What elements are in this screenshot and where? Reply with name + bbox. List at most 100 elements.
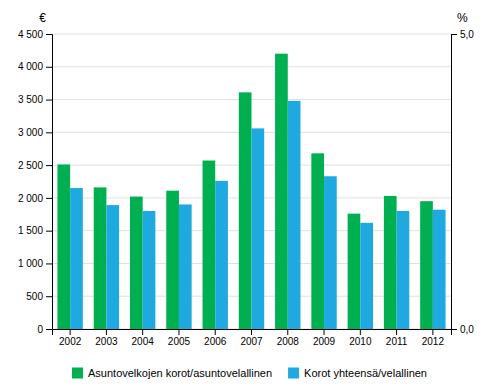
x-tick-mark — [324, 329, 325, 335]
bar — [106, 205, 119, 329]
x-tick-label: 2005 — [168, 336, 191, 347]
legend: Asuntovelkojen korot/asuntovelallinen Kor… — [72, 367, 427, 379]
y2-tick-mark — [451, 329, 457, 330]
x-tick-mark — [215, 329, 216, 335]
legend-swatch — [72, 368, 83, 379]
x-tick-mark — [142, 329, 143, 335]
x-tick: 2007 — [240, 329, 263, 347]
bar — [179, 204, 192, 329]
x-tick: 2011 — [386, 329, 408, 347]
y-tick-mark — [46, 132, 52, 133]
x-tick-label: 2008 — [277, 336, 300, 347]
y-tick: 4 500 — [18, 29, 52, 40]
x-tick-label: 2010 — [349, 336, 372, 347]
x-tick-label: 2006 — [204, 336, 227, 347]
bar — [143, 211, 156, 329]
bar — [397, 211, 410, 329]
x-axis: 2002 2003 2004 2005 2006 2007 2008 2009 2010 2011… — [53, 329, 452, 347]
legend-label: Asuntovelkojen korot/asuntovelallinen — [88, 367, 272, 379]
bar-series — [70, 101, 445, 329]
grid-line — [52, 66, 451, 67]
bar — [288, 101, 301, 329]
axis-line — [452, 35, 458, 330]
bar — [166, 191, 179, 329]
x-tick-label: 2002 — [59, 336, 82, 347]
bar — [203, 161, 216, 329]
bars — [57, 54, 445, 329]
grid — [52, 34, 451, 329]
x-tick-mark — [106, 329, 107, 335]
bar — [384, 196, 397, 329]
x-tick-label: 2009 — [313, 336, 336, 347]
legend-item: Asuntovelkojen korot/asuntovelallinen — [72, 367, 272, 379]
chart: 2002 2003 2004 2005 2006 2007 2008 2009 2010 2011… — [0, 0, 499, 391]
y2-tick: 0,0 — [451, 324, 474, 335]
x-tick-label: 2007 — [240, 336, 263, 347]
y-tick: 1 000 — [18, 258, 52, 269]
plot: 2002 2003 2004 2005 2006 2007 2008 2009 2010 2011… — [18, 29, 474, 347]
bar — [215, 181, 228, 329]
x-tick-mark — [251, 329, 252, 335]
y-tick: 4 000 — [18, 61, 52, 72]
x-tick: 2010 — [349, 329, 372, 347]
y-tick: 2 500 — [18, 160, 52, 171]
y-tick-label: 500 — [26, 291, 43, 302]
y-axis: 05001 0001 5002 0002 5003 0003 5004 0004… — [18, 29, 53, 335]
bar — [94, 187, 107, 329]
axis-line — [53, 330, 452, 336]
legend-item: Korot yhteensä/velallinen — [288, 367, 427, 379]
y-tick-label: 1 000 — [18, 258, 43, 269]
x-tick-mark — [178, 329, 179, 335]
y2-tick-label: 0,0 — [460, 324, 474, 335]
y2-tick-mark — [451, 34, 457, 35]
y-tick-label: 2 000 — [18, 193, 43, 204]
x-tick-label: 2011 — [386, 336, 408, 347]
bar — [57, 164, 70, 329]
bar-series — [57, 54, 432, 329]
y-tick: 1 500 — [18, 225, 52, 236]
y-tick-label: 3 500 — [18, 94, 43, 105]
x-tick-label: 2003 — [95, 336, 118, 347]
grid-line — [52, 34, 451, 35]
y-tick-mark — [46, 67, 52, 68]
y-tick-label: 2 500 — [18, 160, 43, 171]
bar — [324, 176, 337, 329]
y-tick-mark — [46, 296, 52, 297]
y-tick: 3 000 — [18, 127, 52, 138]
x-tick-mark — [396, 329, 397, 335]
y2-tick: 5,0 — [451, 29, 474, 40]
y-tick-mark — [46, 34, 52, 35]
y-tick-mark — [46, 198, 52, 199]
x-tick: 2009 — [313, 329, 336, 347]
x-tick-label: 2004 — [132, 336, 155, 347]
y-tick-mark — [46, 231, 52, 232]
y-tick-label: 1 500 — [18, 225, 43, 236]
y-tick-mark — [46, 263, 52, 264]
bar — [130, 197, 143, 329]
bar — [433, 210, 446, 329]
y2-axis-label: % — [457, 11, 468, 25]
bar — [70, 188, 83, 329]
x-tick: 2008 — [277, 329, 300, 347]
bar — [360, 223, 373, 329]
x-tick: 2012 — [422, 329, 445, 347]
legend-swatch — [288, 368, 299, 379]
x-tick-mark — [432, 329, 433, 335]
bar — [252, 128, 265, 329]
y2-tick-label: 5,0 — [460, 29, 474, 40]
bar — [420, 201, 433, 329]
x-tick-mark — [287, 329, 288, 335]
bar — [348, 214, 361, 329]
bar — [275, 54, 288, 329]
y-tick: 500 — [26, 291, 52, 302]
y-tick-label: 4 500 — [18, 29, 43, 40]
x-tick-label: 2012 — [422, 336, 445, 347]
x-tick: 2006 — [204, 329, 227, 347]
x-tick-mark — [70, 329, 71, 335]
y-tick-label: 4 000 — [18, 61, 43, 72]
y-tick-mark — [46, 329, 52, 330]
y-tick-label: 3 000 — [18, 127, 43, 138]
x-tick: 2002 — [59, 329, 82, 347]
x-tick-mark — [360, 329, 361, 335]
legend-label: Korot yhteensä/velallinen — [304, 367, 427, 379]
